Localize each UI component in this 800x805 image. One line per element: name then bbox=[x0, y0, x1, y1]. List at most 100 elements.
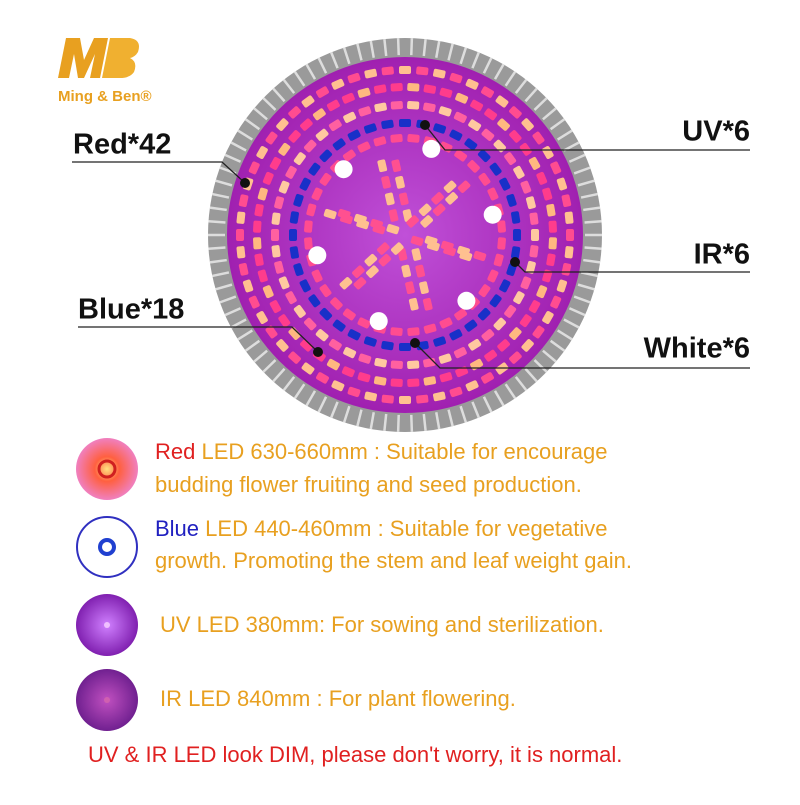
led bbox=[548, 237, 557, 250]
led bbox=[293, 193, 304, 207]
fin bbox=[383, 38, 388, 57]
led bbox=[328, 119, 342, 132]
callout-label: UV*6 bbox=[682, 116, 750, 148]
led bbox=[300, 339, 313, 352]
legend-name: Red bbox=[155, 439, 195, 464]
led bbox=[274, 196, 285, 210]
led bbox=[257, 269, 268, 283]
led bbox=[431, 192, 444, 205]
led bbox=[453, 347, 467, 359]
led bbox=[439, 87, 453, 98]
led bbox=[561, 194, 572, 208]
fin bbox=[422, 413, 427, 432]
fin bbox=[244, 118, 261, 131]
led bbox=[423, 84, 437, 94]
fin bbox=[317, 57, 328, 74]
led bbox=[410, 235, 424, 247]
led bbox=[493, 139, 506, 153]
led bbox=[432, 391, 446, 402]
led bbox=[319, 307, 333, 321]
fin bbox=[396, 38, 400, 56]
fin bbox=[504, 383, 517, 400]
led bbox=[304, 139, 317, 153]
fin bbox=[224, 307, 242, 317]
led bbox=[465, 380, 479, 392]
led bbox=[299, 279, 311, 293]
callout-label: IR*6 bbox=[694, 239, 750, 271]
led bbox=[271, 245, 281, 258]
fin bbox=[305, 63, 317, 80]
white-led bbox=[369, 312, 388, 331]
led bbox=[423, 102, 436, 113]
fin bbox=[262, 97, 277, 111]
led bbox=[381, 394, 394, 404]
fin bbox=[317, 396, 328, 413]
led bbox=[443, 180, 457, 193]
fin bbox=[580, 271, 598, 278]
led bbox=[499, 279, 511, 293]
led bbox=[288, 351, 301, 364]
led bbox=[470, 99, 484, 112]
fin bbox=[533, 97, 548, 111]
legend-text: UV LED 380mm: For sowing and sterilizati… bbox=[160, 612, 604, 637]
led bbox=[399, 119, 411, 127]
led bbox=[381, 119, 394, 129]
led bbox=[304, 220, 313, 233]
led bbox=[316, 86, 329, 98]
fin bbox=[583, 258, 601, 264]
led bbox=[550, 161, 562, 175]
led bbox=[278, 314, 291, 328]
led bbox=[254, 253, 264, 267]
led bbox=[253, 220, 262, 233]
led bbox=[513, 291, 525, 305]
fin bbox=[447, 409, 454, 427]
led bbox=[308, 162, 321, 176]
led bbox=[454, 149, 468, 162]
led bbox=[236, 211, 246, 224]
led bbox=[419, 281, 429, 294]
led bbox=[337, 208, 351, 220]
led bbox=[289, 211, 299, 224]
fin bbox=[208, 220, 226, 224]
fin bbox=[435, 40, 441, 58]
led bbox=[330, 297, 343, 310]
led bbox=[242, 279, 254, 293]
led bbox=[391, 242, 404, 255]
led bbox=[306, 203, 317, 217]
led bbox=[374, 357, 387, 368]
led bbox=[445, 192, 458, 205]
fin bbox=[342, 405, 351, 423]
led bbox=[484, 108, 498, 121]
legend-text: growth. Promoting the stem and leaf weig… bbox=[155, 548, 632, 573]
led bbox=[415, 264, 426, 278]
led bbox=[271, 229, 279, 241]
fin bbox=[504, 70, 517, 87]
fin bbox=[253, 107, 268, 121]
led bbox=[319, 172, 332, 186]
fin bbox=[396, 414, 400, 432]
fin bbox=[293, 70, 306, 87]
led bbox=[262, 171, 274, 185]
white-led bbox=[483, 205, 502, 224]
callout-label: White*6 bbox=[644, 333, 750, 365]
fin bbox=[447, 43, 454, 61]
led bbox=[407, 378, 420, 387]
fin bbox=[568, 307, 586, 317]
led bbox=[525, 196, 536, 210]
legend-line: Blue LED 440-460mm : Suitable for vegeta… bbox=[155, 516, 608, 541]
led bbox=[288, 327, 301, 340]
led bbox=[420, 215, 433, 228]
led bbox=[455, 92, 469, 104]
led bbox=[536, 171, 548, 185]
led bbox=[378, 253, 392, 267]
led bbox=[328, 338, 342, 351]
fin bbox=[556, 329, 573, 341]
led bbox=[513, 165, 525, 179]
fin bbox=[410, 414, 414, 432]
led bbox=[323, 208, 337, 220]
fin bbox=[568, 153, 586, 163]
logo: Ming & Ben® bbox=[58, 38, 152, 105]
led bbox=[347, 386, 361, 398]
led bbox=[531, 229, 539, 241]
led bbox=[341, 92, 355, 104]
